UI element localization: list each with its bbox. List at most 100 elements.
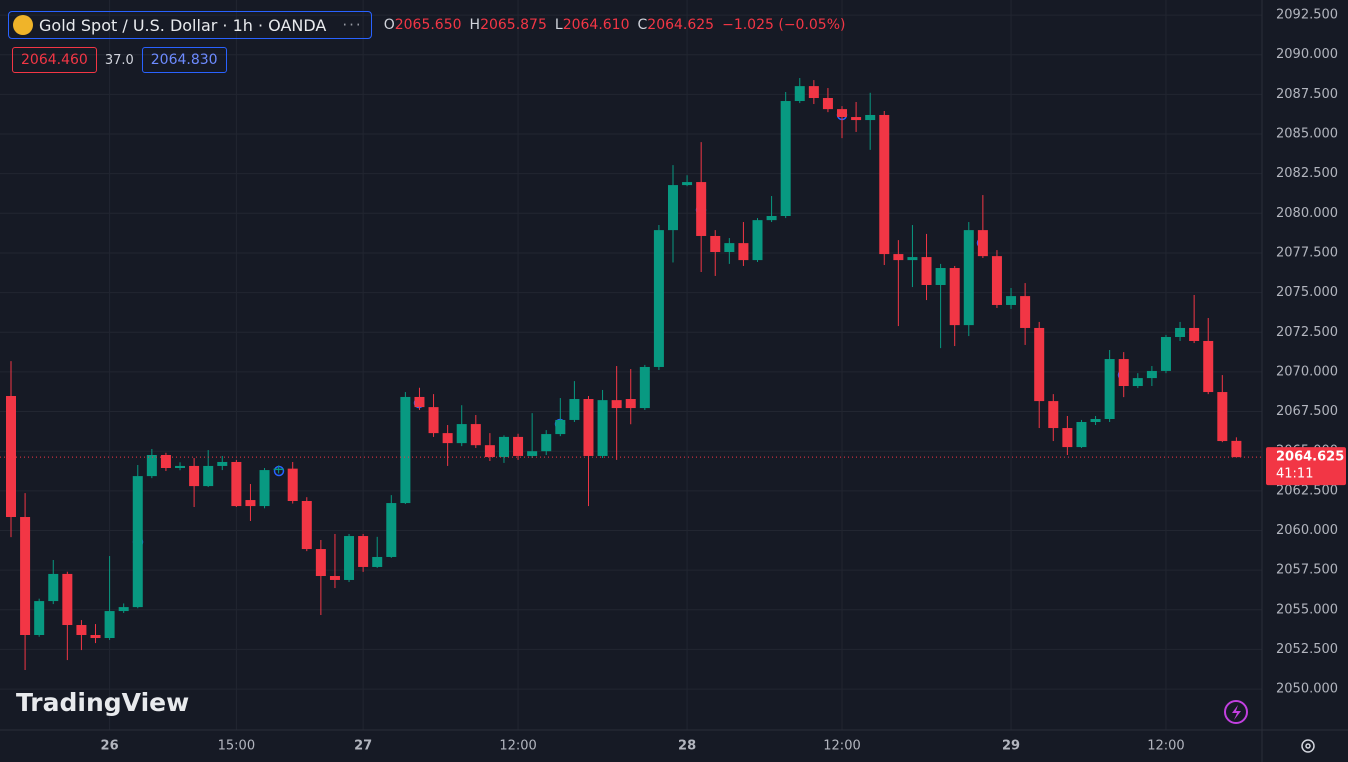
candle-body [907, 257, 918, 261]
watermark: TradingView [16, 688, 190, 717]
candle-body [625, 399, 636, 409]
candle-body [667, 185, 678, 231]
candle-body [442, 433, 453, 444]
candle-body [484, 445, 495, 458]
ohlc-letter: L [554, 17, 563, 33]
ohlc-values: O2065.650 H2065.875 L2064.610 C2064.625 … [384, 17, 846, 33]
countdown: 41:11 [1276, 467, 1313, 482]
x-tick-label: 28 [678, 739, 696, 754]
candle-body [329, 576, 340, 580]
candle-body [1006, 296, 1017, 305]
symbol-box[interactable]: Gold Spot / U.S. Dollar · 1h · OANDA ··· [8, 11, 372, 39]
ohlc-letter: O [383, 17, 395, 33]
candle-body [203, 465, 214, 487]
flash-icon[interactable] [1224, 700, 1248, 724]
candle-body [287, 468, 298, 501]
candle-body [428, 407, 439, 434]
candle-body [34, 601, 45, 636]
y-tick-label: 2067.500 [1276, 404, 1338, 419]
candle-body [231, 461, 242, 507]
x-tick-label: 27 [354, 739, 372, 754]
candle-body [921, 257, 932, 285]
candle-body [879, 114, 890, 255]
flash-circle[interactable] [1224, 700, 1248, 724]
y-tick-label: 2092.500 [1276, 8, 1338, 23]
candle-body [1160, 337, 1171, 371]
candle-body [794, 86, 805, 102]
ohlc-item: L2064.610 [555, 17, 630, 33]
y-tick-label: 2052.500 [1276, 642, 1338, 657]
quote: 2064.460 37.0 2064.830 [12, 47, 227, 73]
y-tick-label: 2075.000 [1276, 285, 1338, 300]
candle-body [118, 607, 129, 612]
candle-body [414, 396, 425, 408]
candle-body [893, 254, 904, 261]
candle-body [498, 436, 509, 458]
candles [6, 78, 1242, 671]
candle-body [1203, 340, 1214, 393]
candle-body [1020, 296, 1031, 328]
candle-body [682, 182, 693, 186]
candle-body [245, 500, 256, 507]
symbol-title[interactable]: Gold Spot / U.S. Dollar · 1h · OANDA [39, 15, 327, 35]
flash-bolt[interactable] [1232, 705, 1241, 720]
candle-body [541, 434, 552, 452]
ohlc-letter: H [469, 17, 481, 33]
candle-body [1146, 370, 1157, 379]
bid[interactable]: 2064.460 [12, 47, 97, 73]
candle-body [639, 366, 650, 409]
candle-body [456, 424, 467, 444]
candle-body [724, 243, 735, 253]
candle-body [62, 573, 73, 626]
candle-body [963, 230, 974, 326]
candle-body [90, 635, 101, 639]
grid [0, 0, 1262, 730]
candle-body [1189, 327, 1200, 341]
candle-body [513, 436, 524, 456]
candle-body [344, 536, 355, 580]
x-tick-label: 12:00 [1147, 739, 1184, 754]
candle-body [1175, 327, 1186, 338]
y-tick-label: 2082.500 [1276, 166, 1338, 181]
candle-body [865, 114, 876, 121]
y-tick-label: 2057.500 [1276, 563, 1338, 578]
candle-body [822, 98, 833, 110]
candle-body [175, 465, 186, 469]
candle-body [48, 573, 59, 602]
y-tick-label: 2070.000 [1276, 364, 1338, 379]
spread: 37.0 [104, 52, 134, 68]
settings-gear[interactable] [1301, 739, 1315, 753]
candle-body [217, 461, 228, 466]
candle-body [1090, 419, 1101, 423]
ohlc-item: O2065.650 [384, 17, 462, 33]
candle-body [273, 468, 284, 471]
ohlc-value: 2064.625 [647, 17, 715, 33]
settings-gear-center[interactable] [1305, 743, 1311, 749]
candle-body [146, 455, 157, 477]
y-tick-label: 2062.500 [1276, 483, 1338, 498]
candle-body [1118, 359, 1129, 387]
price-label-box [1266, 447, 1346, 486]
candle-body [555, 419, 566, 435]
symbol-icon [13, 15, 33, 35]
ask[interactable]: 2064.830 [141, 47, 227, 73]
candle-body [1217, 392, 1228, 442]
candle-body [949, 268, 960, 326]
candle-body [386, 503, 397, 557]
candle-body [20, 517, 31, 636]
candle-body [132, 476, 143, 608]
candle-body [851, 117, 862, 121]
candle-body [1034, 327, 1045, 402]
candle-body [400, 396, 411, 504]
candle-body [808, 86, 819, 99]
candle-body [527, 451, 538, 456]
x-tick-label: 12:00 [499, 739, 536, 754]
y-tick-label: 2050.000 [1276, 682, 1338, 697]
candle-body [991, 256, 1002, 305]
menu-dots[interactable]: ··· [342, 16, 363, 34]
candle-body [104, 611, 115, 639]
x-tick-label: 29 [1002, 739, 1020, 754]
settings-icon[interactable] [1301, 739, 1315, 753]
